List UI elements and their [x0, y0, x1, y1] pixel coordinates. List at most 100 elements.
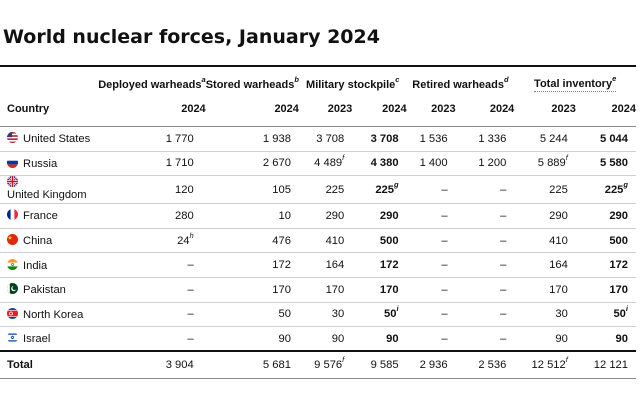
- year-header: 2023: [431, 103, 456, 115]
- total-mil2023-cell: 9 576f: [298, 350, 353, 380]
- cell-value: 1 200: [478, 157, 507, 170]
- china-flag-icon: [7, 234, 18, 246]
- tot2024-cell: 50i: [575, 301, 636, 327]
- footnote-marker: i: [396, 304, 399, 314]
- cell-value: 225: [325, 183, 345, 196]
- cell-value: 90: [386, 332, 399, 345]
- cell-value: 4 380: [370, 157, 399, 170]
- table-row: Pakistan – 170 170 170 – – 170 170: [0, 276, 636, 303]
- cell-value: 290: [325, 209, 345, 222]
- cell-value: –: [441, 308, 448, 321]
- mil2023-cell: 290: [298, 203, 353, 229]
- year-header: 2024: [489, 103, 515, 115]
- mil2024-cell: 290: [352, 203, 407, 229]
- year-header: 2024: [274, 103, 299, 115]
- total-mil2024-cell: 9 585: [352, 350, 407, 380]
- mil2024-cell: 500: [352, 227, 407, 253]
- cell-value: 2 536: [478, 359, 507, 372]
- table-row: North Korea –50 30 50i – –30 50i: [0, 301, 636, 327]
- cell-value: 5 244: [539, 132, 568, 145]
- ret2024-cell: –: [455, 227, 515, 253]
- cell-value: –: [441, 209, 448, 222]
- stored-cell: 50: [205, 301, 299, 327]
- total-tot2024-cell: 12 121: [575, 350, 636, 380]
- ret2023-cell: –: [406, 203, 456, 229]
- cell-value: –: [187, 332, 194, 345]
- ret2024-cell: –: [455, 326, 515, 352]
- year-header: 2023: [551, 103, 576, 115]
- cell-value: –: [441, 183, 448, 196]
- country-name: Israel: [23, 333, 51, 346]
- cell-value: 12 512: [531, 359, 566, 372]
- mil2024-cell: 3 708: [352, 126, 407, 152]
- deployed-header: Deployed warheadsa: [98, 75, 206, 91]
- ret2023-cell: 1 400: [406, 150, 456, 176]
- mil2023-cell: 30: [298, 301, 353, 327]
- deployed-cell: –: [98, 301, 206, 327]
- table-row: United Kingdom 120 105 225 225g – –225 225g: [0, 175, 636, 204]
- cell-value: 30: [555, 308, 568, 321]
- mil2023-cell: 4 489f: [298, 150, 353, 176]
- cell-value: 2 936: [419, 359, 448, 372]
- tot2023-cell: 225: [514, 175, 576, 204]
- cell-value: 3 708: [370, 132, 399, 145]
- deployed-cell: –: [98, 252, 206, 278]
- ret2023-cell: –: [406, 301, 456, 327]
- cell-value: 1 400: [419, 157, 448, 170]
- cell-value: –: [500, 209, 507, 222]
- cell-value: –: [500, 332, 507, 345]
- country-cell: North Korea: [0, 301, 99, 327]
- country-name: Russia: [23, 157, 58, 170]
- cell-value: 225: [604, 183, 624, 196]
- ret2024-cell: –: [455, 252, 515, 278]
- north-korea-flag-icon: [7, 307, 18, 319]
- cell-value: –: [441, 259, 448, 272]
- cell-value: 225: [375, 183, 394, 196]
- year-header: 2024: [382, 103, 407, 115]
- mil2023-cell: 90: [298, 326, 353, 352]
- total-deployed-cell: 3 904: [98, 350, 206, 380]
- cell-value: –: [441, 283, 448, 296]
- cell-value: 5 889: [537, 157, 566, 170]
- cell-value: 3 708: [316, 132, 345, 145]
- table-row: Israel – 90 90 90 – – 90 90: [0, 326, 636, 352]
- cell-value: –: [187, 259, 194, 272]
- mil2023-cell: 3 708: [298, 126, 353, 152]
- tot2023-cell: 410: [514, 227, 576, 253]
- stored-header: Stored warheadsb: [205, 75, 299, 91]
- country-name: France: [23, 210, 58, 223]
- cell-value: 1 536: [419, 132, 448, 145]
- cell-value: 500: [379, 234, 399, 247]
- cell-value: 4 489: [314, 157, 343, 170]
- cell-value: 172: [272, 259, 291, 272]
- footnote-marker: g: [394, 179, 399, 189]
- nuclear-forces-table: Deployed warheadsa Stored warheadsb Mili…: [0, 65, 636, 380]
- russia-flag-icon: [7, 156, 18, 168]
- cell-value: 5 044: [600, 132, 628, 145]
- total-stored-cell: 5 681: [205, 350, 299, 380]
- country-name: United States: [23, 133, 91, 146]
- total-inventory-header: Total inventorye: [534, 74, 617, 92]
- stored-cell: 476: [205, 227, 299, 253]
- cell-value: 90: [555, 332, 568, 345]
- table-row: India – 172 164 172 – – 164 172: [0, 252, 636, 278]
- cell-value: 5 681: [262, 359, 291, 372]
- cell-value: 12 121: [593, 359, 628, 372]
- footnote-marker: f: [342, 355, 345, 365]
- stored-cell: 2 670: [205, 150, 299, 176]
- cell-value: –: [187, 308, 194, 321]
- footnote-marker: f: [565, 355, 568, 365]
- table-row: United States 1 770 1 938 3 708 3 708 1 536 1 …: [0, 126, 636, 152]
- mil2023-cell: 410: [298, 227, 353, 253]
- total-ret2023-cell: 2 936: [406, 350, 456, 380]
- mil2023-cell: 225: [298, 175, 353, 204]
- cell-value: 2 670: [262, 157, 291, 170]
- cell-value: 170: [325, 283, 345, 296]
- table-row: China 24h 476 410 500 – – 410 500: [0, 227, 636, 253]
- cell-value: 50: [278, 308, 291, 321]
- ret2023-cell: –: [406, 276, 456, 303]
- tot2024-cell: 172: [575, 252, 636, 278]
- stored-cell: 1 938: [205, 126, 299, 152]
- deployed-cell: 24h: [98, 227, 206, 253]
- cell-value: 1 938: [262, 132, 291, 145]
